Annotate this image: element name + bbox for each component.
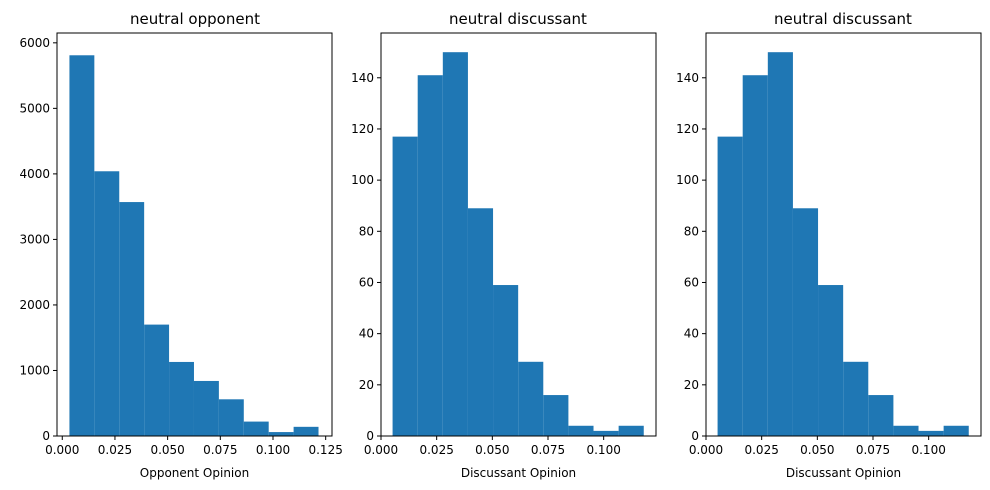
y-tick-label: 100 xyxy=(676,173,699,187)
histogram-bar xyxy=(843,361,869,436)
y-tick-label: 80 xyxy=(359,224,374,238)
x-tick-label: 0.025 xyxy=(98,443,132,457)
y-tick-label: 0 xyxy=(691,429,699,443)
bars-group xyxy=(717,52,969,436)
chart-title: neutral discussant xyxy=(774,10,912,28)
y-tick-label: 0 xyxy=(42,429,50,443)
y-tick-label: 3000 xyxy=(19,232,50,246)
histogram-bar xyxy=(293,426,319,436)
x-tick-label: 0.075 xyxy=(203,443,237,457)
x-tick-label: 0.100 xyxy=(256,443,290,457)
histogram-bar xyxy=(218,399,244,436)
y-tick-label: 140 xyxy=(676,71,699,85)
x-ticks: 0.000 0.025 0.050 0.075 0.100 xyxy=(689,436,946,457)
y-tick-label: 120 xyxy=(676,122,699,136)
histogram-bar xyxy=(417,75,443,436)
histogram-bar xyxy=(893,425,919,436)
y-tick-label: 6000 xyxy=(19,36,50,50)
y-tick-label: 20 xyxy=(684,378,699,392)
plot-frame xyxy=(705,32,982,437)
bars-group xyxy=(69,55,319,437)
plot-frame xyxy=(56,32,333,437)
x-axis-label: Discussant Opinion xyxy=(786,466,901,480)
y-tick-label: 0 xyxy=(366,429,374,443)
x-tick-label: 0.000 xyxy=(689,443,723,457)
histogram-bar xyxy=(767,52,793,436)
y-ticks: 0 1000 2000 3000 4000 5000 6000 xyxy=(19,36,57,443)
x-tick-label: 0.025 xyxy=(744,443,778,457)
y-tick-label: 40 xyxy=(684,327,699,341)
histogram-bar xyxy=(268,432,294,436)
y-tick-label: 140 xyxy=(351,71,374,85)
y-tick-label: 120 xyxy=(351,122,374,136)
subplot-discussant-2: neutral discussant 0.000 0.025 0.050 0.075 0… xyxy=(676,10,982,480)
plot-frame xyxy=(380,32,657,437)
subplot-opponent: neutral opponent 0.000 0.025 0.050 0.075 0.1… xyxy=(19,10,342,480)
bars-group xyxy=(392,52,644,436)
histogram-bar xyxy=(792,208,819,436)
y-tick-label: 2000 xyxy=(19,298,50,312)
histogram-bar xyxy=(69,55,95,437)
y-tick-label: 5000 xyxy=(19,101,50,115)
x-tick-label: 0.100 xyxy=(911,443,945,457)
histogram-bar xyxy=(119,202,145,436)
histogram-bar xyxy=(943,425,969,436)
histogram-bar xyxy=(94,171,120,436)
y-tick-label: 60 xyxy=(684,275,699,289)
histogram-bar xyxy=(918,430,944,436)
histogram-bar xyxy=(193,380,219,436)
histogram-bar xyxy=(717,136,743,436)
y-ticks: 0 20 40 60 80 100 120 140 xyxy=(351,71,381,443)
histogram-bar xyxy=(618,425,644,436)
histogram-bar xyxy=(392,136,418,436)
y-tick-label: 100 xyxy=(351,173,374,187)
histogram-bar xyxy=(742,75,768,436)
x-tick-label: 0.050 xyxy=(800,443,834,457)
x-ticks: 0.000 0.025 0.050 0.075 0.100 xyxy=(364,436,621,457)
x-ticks: 0.000 0.025 0.050 0.075 0.100 0.125 xyxy=(45,436,343,457)
histogram-bar xyxy=(493,285,519,436)
y-tick-label: 1000 xyxy=(19,363,50,377)
y-tick-label: 60 xyxy=(359,275,374,289)
histogram-bar xyxy=(568,425,594,436)
x-axis-label: Opponent Opinion xyxy=(140,466,249,480)
y-tick-label: 4000 xyxy=(19,167,50,181)
y-tick-label: 40 xyxy=(359,327,374,341)
x-axis-label: Discussant Opinion xyxy=(461,466,576,480)
x-tick-label: 0.000 xyxy=(364,443,398,457)
x-tick-label: 0.025 xyxy=(419,443,453,457)
histogram-bar xyxy=(169,361,194,436)
chart-title: neutral opponent xyxy=(130,10,260,28)
chart-title: neutral discussant xyxy=(449,10,587,28)
y-ticks: 0 20 40 60 80 100 120 140 xyxy=(676,71,706,443)
histogram-bar xyxy=(593,430,619,436)
x-tick-label: 0.100 xyxy=(586,443,620,457)
histogram-bar xyxy=(144,324,170,436)
histogram-bar xyxy=(543,395,569,436)
x-tick-label: 0.050 xyxy=(150,443,184,457)
histogram-bar xyxy=(868,395,894,436)
histogram-bar xyxy=(818,285,844,436)
x-tick-label: 0.050 xyxy=(475,443,509,457)
histogram-bar xyxy=(518,361,544,436)
histogram-bar xyxy=(467,208,494,436)
x-tick-label: 0.075 xyxy=(531,443,565,457)
x-tick-label: 0.000 xyxy=(45,443,79,457)
x-tick-label: 0.075 xyxy=(856,443,890,457)
histogram-bar xyxy=(442,52,468,436)
subplot-discussant-1: neutral discussant 0.000 0.025 0.050 0.075 0… xyxy=(351,10,657,480)
x-tick-label: 0.125 xyxy=(308,443,342,457)
y-tick-label: 80 xyxy=(684,224,699,238)
y-tick-label: 20 xyxy=(359,378,374,392)
histogram-bar xyxy=(243,421,269,436)
